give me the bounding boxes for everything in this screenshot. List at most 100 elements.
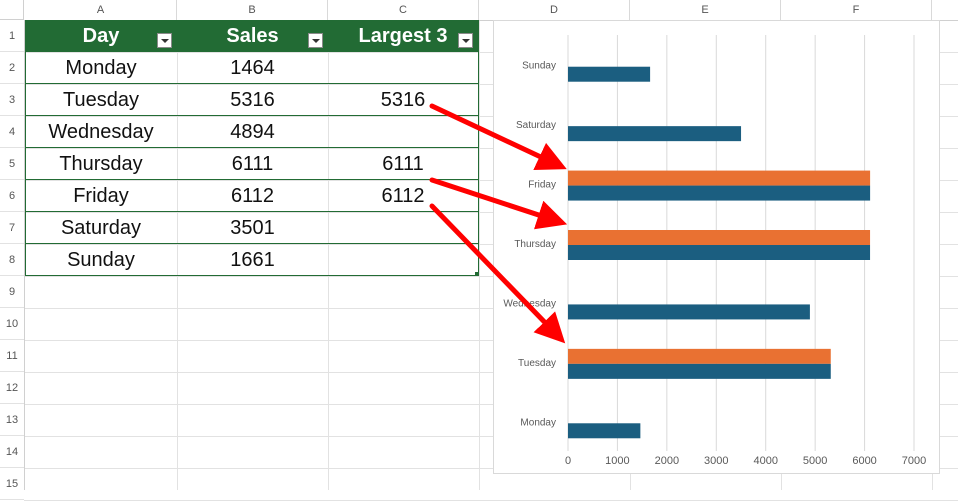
x-tick-label: 1000 bbox=[605, 455, 629, 467]
row-header-9[interactable]: 9 bbox=[0, 276, 24, 308]
table-row-border bbox=[25, 147, 478, 148]
chart-canvas: 0 1000 2000 3000 4000 5000 6000 7000 Monday Tuesd… bbox=[503, 35, 926, 467]
column-header-f[interactable]: F bbox=[781, 0, 932, 20]
row-header-4[interactable]: 4 bbox=[0, 116, 24, 148]
grid-line-horizontal bbox=[24, 308, 958, 309]
table-cell-largest[interactable]: 6112 bbox=[381, 185, 425, 207]
x-tick-label: 6000 bbox=[852, 455, 876, 467]
grid-line-horizontal bbox=[24, 244, 958, 245]
grid-line-horizontal bbox=[24, 372, 958, 373]
grid-line-horizontal bbox=[24, 180, 958, 181]
row-header-7[interactable]: 7 bbox=[0, 212, 24, 244]
filter-dropdown-icon[interactable] bbox=[308, 33, 323, 48]
select-all-corner[interactable] bbox=[0, 0, 24, 20]
y-category-label: Saturday bbox=[516, 120, 556, 131]
row-header-10[interactable]: 10 bbox=[0, 308, 24, 340]
bar-largest-3[interactable] bbox=[568, 348, 831, 364]
row-header-3[interactable]: 3 bbox=[0, 84, 24, 116]
grid-line-horizontal bbox=[24, 84, 958, 85]
x-tick-label: 2000 bbox=[655, 455, 679, 467]
y-category-label: Thursday bbox=[514, 239, 556, 250]
table-row-border bbox=[25, 83, 478, 84]
table-cell-sales[interactable]: 3501 bbox=[230, 217, 275, 239]
table-cell-largest[interactable]: 6111 bbox=[382, 153, 424, 175]
table-cell-sales[interactable]: 6111 bbox=[231, 153, 274, 175]
grid-line-horizontal bbox=[24, 340, 958, 341]
table-resize-handle[interactable] bbox=[475, 272, 479, 276]
table-cell-sales[interactable]: 5316 bbox=[230, 89, 275, 111]
bar-sales[interactable] bbox=[568, 126, 742, 142]
table-cell-day[interactable]: Wednesday bbox=[48, 121, 154, 143]
grid-line-horizontal bbox=[24, 116, 958, 117]
table-row-border bbox=[25, 243, 478, 244]
table-cell-day[interactable]: Monday bbox=[65, 57, 137, 79]
grid-line-horizontal bbox=[24, 52, 958, 53]
row-header-6[interactable]: 6 bbox=[0, 180, 24, 212]
filter-dropdown-icon[interactable] bbox=[157, 33, 172, 48]
grid-line-horizontal bbox=[24, 436, 958, 437]
red-arrow-annotation bbox=[429, 103, 567, 171]
bar-sales[interactable] bbox=[568, 185, 871, 201]
bar-sales[interactable] bbox=[568, 423, 641, 439]
table-cell-day[interactable]: Tuesday bbox=[63, 89, 139, 111]
y-category-label: Tuesday bbox=[518, 358, 556, 369]
row-header-5[interactable]: 5 bbox=[0, 148, 24, 180]
grid-line-vertical bbox=[177, 20, 178, 490]
bar-sales[interactable] bbox=[568, 245, 871, 260]
table-left-border bbox=[25, 20, 26, 276]
bar-sales[interactable] bbox=[568, 304, 810, 320]
column-header-a[interactable]: A bbox=[25, 0, 177, 20]
table-header-largest-3: Largest 3 bbox=[328, 20, 478, 52]
row-header-13[interactable]: 13 bbox=[0, 404, 24, 436]
filter-dropdown-icon[interactable] bbox=[458, 33, 473, 48]
grid-line-horizontal bbox=[24, 404, 958, 405]
table-cell-day[interactable]: Saturday bbox=[60, 217, 142, 239]
table-cell-largest[interactable]: 5316 bbox=[380, 89, 426, 111]
table-cell-sales[interactable]: 1464 bbox=[230, 57, 275, 79]
row-header-8[interactable]: 8 bbox=[0, 244, 24, 276]
grid-line-horizontal bbox=[24, 148, 958, 149]
x-tick-label: 7000 bbox=[902, 455, 926, 467]
row-header-11[interactable]: 11 bbox=[0, 340, 24, 372]
bar-sales[interactable] bbox=[568, 66, 651, 82]
grid-line-horizontal bbox=[24, 212, 958, 213]
grid-line-vertical bbox=[328, 20, 329, 490]
column-header-c[interactable]: C bbox=[328, 0, 479, 20]
y-category-label: Sunday bbox=[522, 61, 556, 72]
column-header-d[interactable]: D bbox=[479, 0, 630, 20]
x-tick-label: 0 bbox=[565, 455, 571, 467]
table-cell-sales[interactable]: 1661 bbox=[230, 249, 275, 271]
red-arrow-annotation bbox=[429, 203, 566, 344]
table-row-border bbox=[25, 115, 478, 116]
bar-chart[interactable]: 0 1000 2000 3000 4000 5000 6000 7000 Monday Tuesd… bbox=[493, 20, 940, 474]
table-cell-day[interactable]: Friday bbox=[73, 185, 129, 207]
row-header-2[interactable]: 2 bbox=[0, 52, 24, 84]
row-header-14[interactable]: 14 bbox=[0, 436, 24, 468]
table-row-border bbox=[25, 211, 478, 212]
x-tick-label: 4000 bbox=[753, 455, 777, 467]
table-cell-day[interactable]: Thursday bbox=[59, 153, 143, 175]
column-header-b[interactable]: B bbox=[177, 0, 328, 20]
table-header-sales: Sales bbox=[177, 20, 328, 52]
red-arrow-annotation bbox=[429, 177, 568, 230]
table-right-border bbox=[478, 20, 479, 276]
x-tick-label: 5000 bbox=[803, 455, 827, 467]
grid-line-horizontal bbox=[24, 276, 958, 277]
row-header-12[interactable]: 12 bbox=[0, 372, 24, 404]
row-header-bar: 1 2 3 4 5 6 7 8 9 10 11 12 13 14 15 bbox=[0, 20, 25, 500]
column-header-e[interactable]: E bbox=[630, 0, 781, 20]
table-row-border bbox=[25, 275, 478, 276]
y-category-label: Friday bbox=[528, 180, 556, 191]
table-cell-sales[interactable]: 4894 bbox=[230, 121, 275, 143]
table-header-day: Day bbox=[25, 20, 177, 52]
annotation-arrows bbox=[429, 103, 568, 344]
table-cell-day[interactable]: Sunday bbox=[67, 249, 135, 271]
bar-largest-3[interactable] bbox=[568, 230, 871, 245]
bar-sales[interactable] bbox=[568, 363, 831, 379]
bar-largest-3[interactable] bbox=[568, 170, 871, 186]
y-category-label: Monday bbox=[520, 417, 556, 428]
x-tick-label: 3000 bbox=[704, 455, 728, 467]
table-cell-sales[interactable]: 6112 bbox=[230, 185, 274, 207]
row-header-1[interactable]: 1 bbox=[0, 20, 24, 52]
